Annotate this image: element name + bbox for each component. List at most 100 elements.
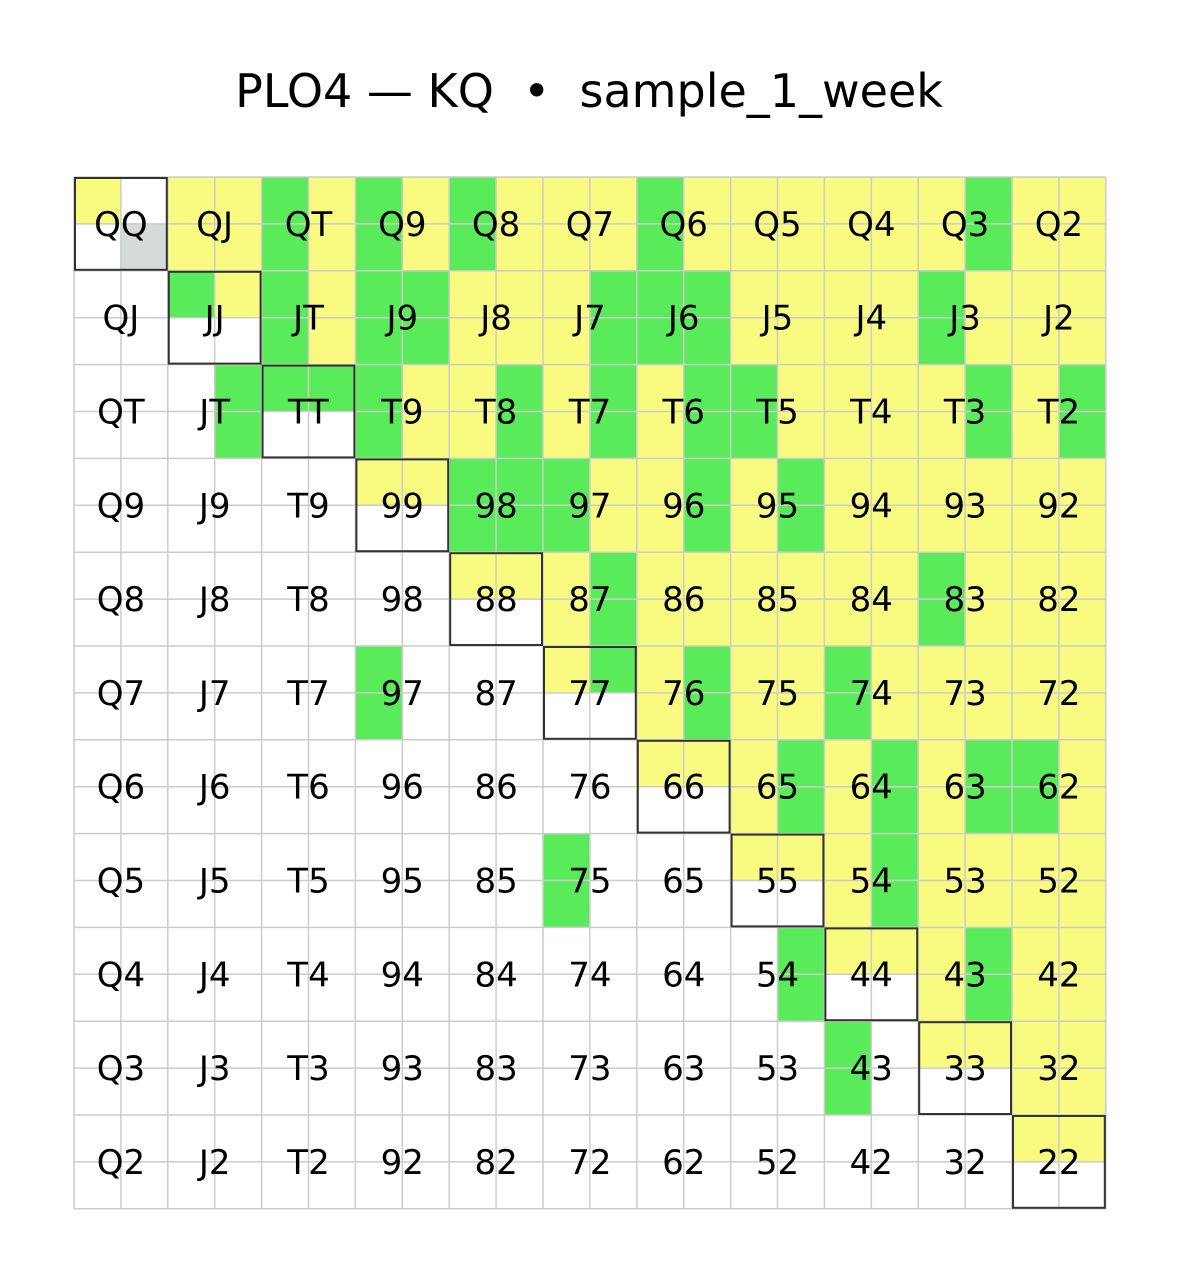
cell-label-75: 75 [568,862,611,902]
cell-J9-tr [214,458,262,506]
cell-label-T7: T7 [286,674,329,714]
cell-T9-tr [308,458,356,506]
cell-J7-tl [167,646,215,693]
cell-Q2-tr [120,1115,168,1162]
cell-label-54: 54 [756,955,799,995]
cell-label-54: 54 [850,862,893,902]
cell-label-J4: J4 [853,299,887,339]
cell-T4-br [308,974,356,1022]
cell-83-tr [496,1021,543,1069]
cell-QT-tl [261,177,309,224]
cell-Q5-tr [777,177,825,224]
cell-JT-bl [167,411,215,459]
cell-22-tl [1012,1115,1059,1162]
cell-JT-br [214,411,262,459]
cell-88-br [496,599,543,646]
cell-Q6-br [120,786,168,834]
cell-label-T8: T8 [474,393,517,433]
cell-label-T5: T5 [286,862,329,902]
cell-Q5-tl [730,177,778,224]
cell-T6-bl [261,786,309,834]
cell-92-bl [355,1161,403,1209]
cell-T5-bl [730,411,778,459]
cell-95-tl [730,458,778,506]
cell-Q6-bl [636,223,684,271]
cell-label-Q8: Q8 [472,205,520,245]
cell-Q9-tl [74,458,121,506]
cell-74-bl [824,692,872,740]
cell-73-bl [918,692,966,740]
cell-42-tr [871,1115,919,1162]
cell-52-br [1058,880,1106,928]
cell-43-tr [871,1021,919,1069]
cell-JJ-tr [214,270,262,318]
cell-52-tl [1012,833,1059,881]
cell-Q8-bl [449,223,497,271]
cell-73-br [965,692,1012,740]
cell-97-tr [589,458,637,506]
cell-92-tl [355,1115,403,1162]
cell-98-br [496,505,543,553]
cell-T7-bl [261,692,309,740]
cell-QJ-bl [167,223,215,271]
cell-Q6-tr [120,739,168,787]
cell-J8-tr [214,552,262,600]
cell-J7-br [589,317,637,365]
cell-53-tl [918,833,966,881]
cell-65-br [683,880,731,928]
cell-label-Q2: Q2 [1035,205,1083,245]
cell-Q7-bl [543,223,590,271]
cell-75-tl [543,833,590,881]
cell-label-T6: T6 [286,768,329,808]
cell-64-bl [824,786,872,834]
cell-T5-tl [730,364,778,412]
pair-border-JJ [167,270,262,365]
cell-J4-br [871,317,919,365]
cell-86-tl [636,552,684,600]
cell-Q2-tl [74,1115,121,1162]
cell-84-tr [871,552,919,600]
cell-QJ-tl [74,270,121,318]
cell-Q8-tr [496,177,543,224]
cell-T8-tr [308,552,356,600]
cell-label-QQ: QQ [94,205,148,245]
cell-64-tr [871,739,919,787]
cell-label-22: 22 [1037,1143,1080,1183]
cell-43-tl [918,927,966,975]
cell-82-tr [496,1115,543,1162]
cell-75-tr [777,646,825,693]
cell-Q8-tr [120,552,168,600]
cell-J5-tl [167,833,215,881]
cell-72-tl [1012,646,1059,693]
cell-32-tl [1012,1021,1059,1069]
cell-label-32: 32 [943,1143,986,1183]
cell-label-53: 53 [756,1049,799,1089]
cell-label-J3: J3 [197,1049,231,1089]
cell-33-br [965,1068,1012,1115]
cell-label-66: 66 [662,768,705,808]
cell-Q3-tl [74,1021,121,1069]
cell-QT-br [308,223,356,271]
cell-94-tl [355,927,403,975]
cell-JT-tl [167,364,215,412]
cell-82-br [1058,599,1106,646]
cell-Q7-br [589,223,637,271]
cell-66-bl [636,786,684,834]
cell-J6-tl [636,270,684,318]
cell-54-tl [824,833,872,881]
cell-74-tl [824,646,872,693]
cell-T2-br [308,1161,356,1209]
cell-94-br [871,505,919,553]
cell-43-bl [824,1068,872,1115]
cell-T2-bl [261,1161,309,1209]
cell-T3-bl [261,1068,309,1115]
cell-Q9-bl [74,505,121,553]
cell-Q8-tl [74,552,121,600]
cell-85-tl [730,552,778,600]
cell-J3-bl [918,317,966,365]
cell-label-T5: T5 [755,393,798,433]
cell-label-98: 98 [381,580,424,620]
cell-label-64: 64 [662,955,705,995]
cell-73-tl [543,1021,590,1069]
cell-label-62: 62 [1037,768,1080,808]
